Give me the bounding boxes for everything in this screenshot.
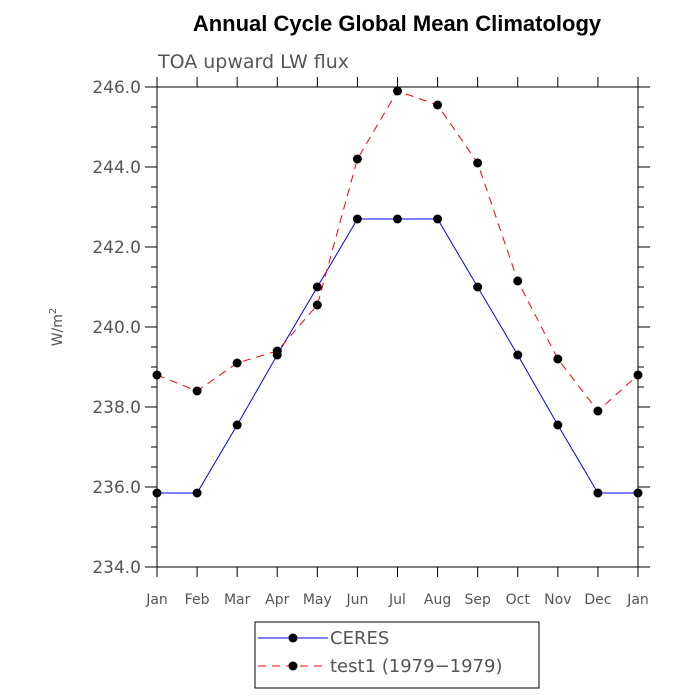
y-tick-label: 244.0 (92, 158, 141, 178)
x-axis: Jan Feb Mar Apr May Jun Jul Aug Sep Oct Nov Dec Jan (145, 77, 649, 608)
x-tick-label: Aug (424, 592, 451, 608)
data-point-series-0 (633, 488, 643, 498)
x-tick-label: Sep (464, 592, 491, 608)
data-point-series-1 (152, 370, 162, 380)
y-tick-label: 242.0 (92, 238, 141, 258)
data-point-series-1 (352, 154, 362, 164)
chart-subtitle: TOA upward LW flux (157, 51, 349, 73)
legend-box (254, 621, 540, 689)
legend-label-test1: test1 (1979−1979) (330, 656, 503, 677)
x-tick-label: Dec (584, 592, 611, 608)
data-point-series-1 (393, 86, 402, 96)
data-point-series-0 (593, 488, 603, 498)
data-point-series-0 (393, 214, 402, 224)
data-point-series-0 (513, 350, 523, 360)
x-tick-label: Jan (145, 592, 168, 608)
x-tick-label: Apr (265, 592, 289, 608)
data-point-series-1 (192, 386, 202, 396)
y-tick-label: 240.0 (92, 318, 141, 338)
legend-label-ceres: CERES (330, 628, 389, 649)
data-point-series-1 (312, 300, 322, 310)
x-tick-label: Jul (388, 592, 406, 608)
legend-marker-ceres (288, 633, 298, 643)
x-tick-label: Oct (506, 592, 531, 608)
data-point-series-0 (553, 420, 563, 430)
plot-frame (156, 86, 639, 568)
data-point-series-1 (272, 346, 282, 356)
x-tick-label: Jan (626, 592, 649, 608)
x-tick-label: Jun (345, 592, 368, 608)
data-point-series-1 (553, 354, 563, 364)
data-point-series-0 (352, 214, 362, 224)
data-point-series-1 (593, 406, 603, 416)
y-tick-label: 234.0 (92, 558, 141, 578)
x-tick-label: Feb (185, 592, 210, 608)
y-tick-label: 238.0 (92, 398, 141, 418)
legend: CERES test1 (1979−1979) (254, 621, 540, 689)
series-line-1 (156, 90, 639, 412)
data-point-series-1 (473, 158, 483, 168)
series-line-0 (157, 218, 638, 494)
data-point-series-1 (633, 370, 643, 380)
data-point-series-0 (312, 282, 322, 292)
y-axis: 234.0 236.0 238.0 240.0 242.0 244.0 246.0 (92, 78, 650, 578)
x-tick-label: Mar (224, 592, 251, 608)
x-tick-label: May (303, 592, 332, 608)
y-tick-label: 246.0 (92, 78, 141, 98)
legend-marker-test1 (288, 661, 298, 671)
data-point-series-0 (433, 214, 443, 224)
series-layer (152, 86, 643, 498)
data-point-series-0 (192, 488, 202, 498)
data-point-series-0 (473, 282, 483, 292)
chart-title: Annual Cycle Global Mean Climatology (193, 11, 602, 36)
x-tick-label: Nov (544, 592, 571, 608)
data-point-series-1 (433, 100, 443, 110)
y-tick-label: 236.0 (92, 478, 141, 498)
data-point-series-0 (232, 420, 242, 430)
data-point-series-0 (152, 488, 162, 498)
data-point-series-1 (232, 358, 242, 368)
y-axis-label: W/m2 (48, 308, 66, 347)
data-point-series-1 (513, 276, 523, 286)
